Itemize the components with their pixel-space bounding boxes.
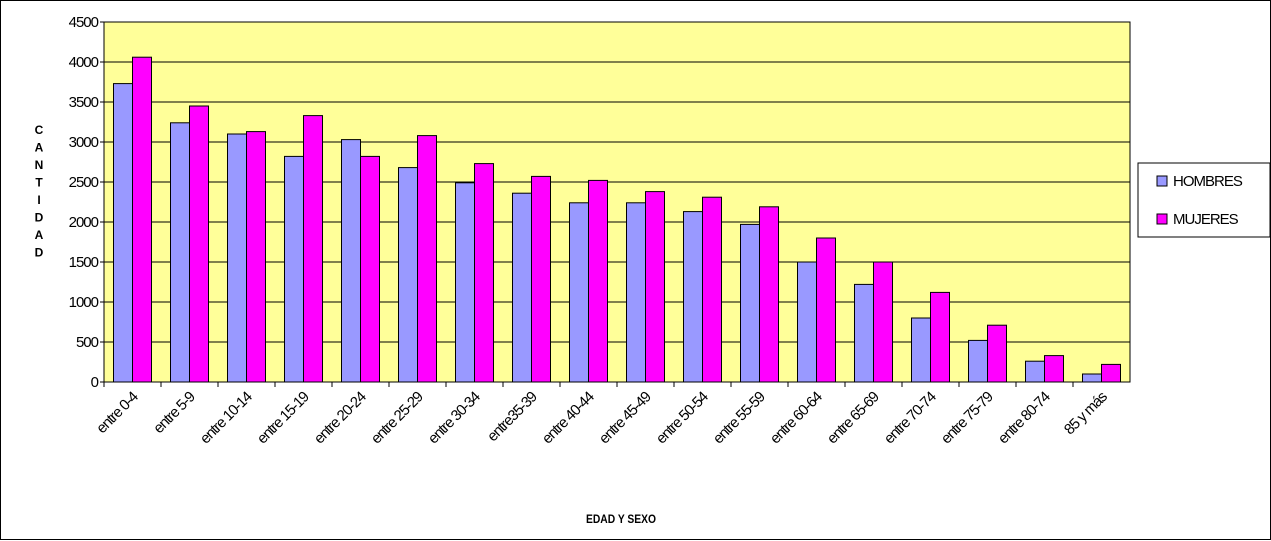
y-axis-title-letter: D [35, 211, 44, 225]
legend-label: HOMBRES [1173, 173, 1243, 190]
y-tick-label: 2500 [69, 174, 99, 191]
y-tick-label: 3000 [69, 134, 99, 151]
bar-mujeres [645, 191, 665, 383]
y-axis-title-letter: C [35, 123, 44, 137]
y-tick-label: 1500 [69, 254, 99, 271]
x-tick-label: entre 60-64 [767, 388, 826, 447]
x-tick-label: 85 y más [1061, 388, 1111, 438]
bar-hombres [569, 202, 589, 383]
bar-hombres [683, 211, 703, 383]
bar-hombres [512, 192, 532, 383]
x-axis-title: EDAD Y SEXO [586, 512, 656, 526]
bar-mujeres [360, 155, 380, 383]
x-tick-label: entre 20-24 [311, 388, 370, 447]
bar-mujeres [588, 179, 608, 383]
bar-hombres [341, 139, 361, 383]
y-axis-title-letter: D [35, 246, 44, 260]
x-tick-label: entre 50-54 [653, 388, 712, 447]
y-axis-title-letter: A [35, 141, 44, 155]
x-tick-label: entre 80-74 [995, 388, 1054, 447]
bar-hombres [170, 122, 190, 383]
bar-mujeres [417, 135, 437, 383]
y-tick-label: 1000 [69, 294, 99, 311]
bars [113, 56, 1121, 383]
bar-mujeres [189, 105, 209, 383]
legend-swatch [1156, 213, 1168, 225]
bar-mujeres [246, 131, 266, 383]
x-tick-label: entre 0-4 [93, 388, 142, 437]
bar-hombres [113, 83, 133, 383]
y-tick-label: 3500 [69, 94, 99, 111]
x-tick-label: entre 10-14 [197, 388, 256, 447]
bar-mujeres [873, 261, 893, 383]
bar-hombres [797, 261, 817, 383]
bar-hombres [284, 155, 304, 383]
bar-mujeres [132, 56, 152, 383]
y-tick-label: 4500 [69, 14, 99, 31]
bar-hombres [854, 283, 874, 383]
x-tick-label: entre 75-79 [938, 388, 997, 447]
bar-mujeres [474, 163, 494, 383]
bar-hombres [1082, 373, 1102, 383]
bar-hombres [968, 339, 988, 383]
bar-mujeres [816, 237, 836, 383]
y-tick-label: 0 [91, 374, 99, 391]
bar-mujeres [531, 175, 551, 383]
x-tick-label: entre 65-69 [824, 388, 883, 447]
bar-mujeres [759, 206, 779, 383]
x-tick-label: entre 30-34 [425, 388, 484, 447]
bar-hombres [1025, 360, 1045, 383]
y-tick-label: 4000 [69, 54, 99, 71]
gridlines [104, 21, 1130, 343]
bar-mujeres [303, 115, 323, 383]
legend-label: MUJERES [1173, 211, 1239, 228]
y-axis-title-letter: N [35, 158, 44, 172]
bar-hombres [740, 223, 760, 383]
x-tick-label: entre 25-29 [368, 388, 427, 447]
legend-box [1137, 162, 1271, 238]
y-tick-label: 500 [76, 334, 99, 351]
y-tick-labels: 0 500 1000 1500 2000 2500 3000 3500 4000 4500 [69, 14, 104, 391]
bar-hombres [398, 167, 418, 383]
y-axis-title-letter: A [35, 228, 44, 242]
x-tick-label: entre 5-9 [150, 388, 199, 437]
bar-mujeres [702, 196, 722, 383]
plot-area [103, 21, 1131, 383]
bar-hombres [455, 182, 475, 383]
bar-mujeres [1044, 355, 1064, 383]
bar-hombres [626, 202, 646, 383]
y-axis-title-letter: T [35, 176, 43, 190]
bar-mujeres [1101, 363, 1121, 383]
bar-mujeres [930, 291, 950, 383]
bar-hombres [227, 133, 247, 383]
y-axis-title-letter: I [37, 193, 40, 207]
bar-hombres [911, 317, 931, 383]
legend: HOMBRES MUJERES [1137, 162, 1271, 238]
x-tick-label: entre 40-44 [539, 388, 598, 447]
x-tick-label: entre35-39 [484, 388, 541, 445]
x-tick-label: entre 70-74 [881, 388, 940, 447]
x-tick-label: entre 55-59 [710, 388, 769, 447]
x-tick-label: entre 15-19 [254, 388, 313, 447]
y-tick-label: 2000 [69, 214, 99, 231]
legend-swatch [1156, 175, 1168, 187]
x-tick-label: entre 45-49 [596, 388, 655, 447]
bar-mujeres [987, 324, 1007, 383]
